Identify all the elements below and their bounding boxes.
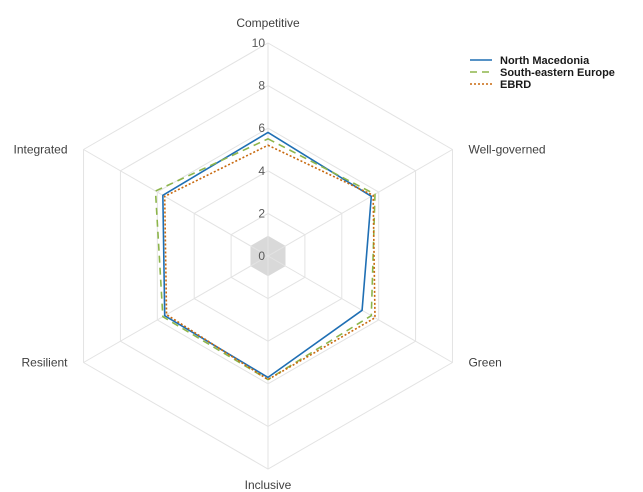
tick-label-4: 4	[258, 164, 265, 178]
radar-axis-lines	[84, 43, 453, 469]
legend-label-2: EBRD	[500, 79, 531, 91]
tick-label-10: 10	[252, 36, 266, 50]
axis-label-well-governed: Well-governed	[468, 143, 545, 157]
spoke-resilient	[84, 256, 268, 363]
tick-label-2: 2	[258, 206, 265, 220]
radial-tick-labels: 0 2 4 6 8 10	[252, 36, 266, 263]
legend-label-1: South-eastern Europe	[500, 67, 615, 79]
spoke-green	[268, 256, 452, 363]
legend-label-0: North Macedonia	[500, 55, 590, 67]
spoke-well-governed	[268, 150, 452, 257]
axis-label-green: Green	[468, 356, 501, 370]
axis-label-resilient: Resilient	[22, 356, 69, 370]
axis-label-inclusive: Inclusive	[245, 478, 292, 492]
spoke-integrated	[84, 150, 268, 257]
tick-label-0: 0	[258, 249, 265, 263]
tick-label-8: 8	[258, 79, 265, 93]
axis-label-competitive: Competitive	[236, 16, 300, 30]
tick-label-6: 6	[258, 121, 265, 135]
axis-label-integrated: Integrated	[13, 143, 67, 157]
